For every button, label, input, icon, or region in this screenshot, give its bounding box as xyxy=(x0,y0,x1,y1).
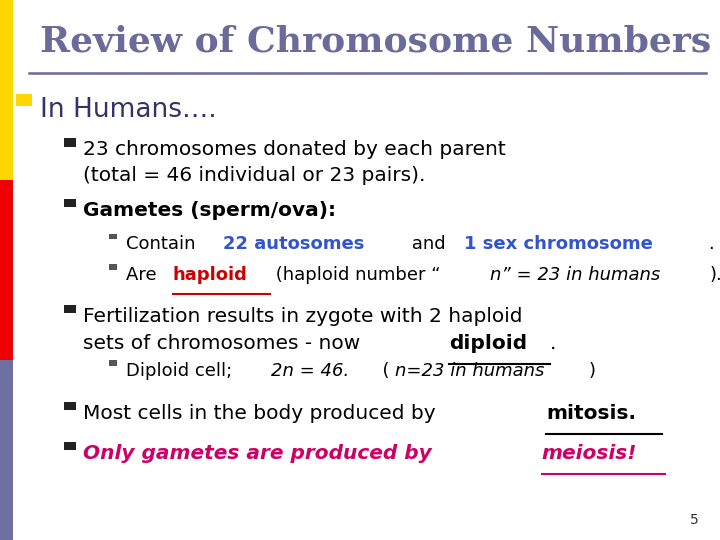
Bar xyxy=(0,360,13,540)
Text: 22 autosomes: 22 autosomes xyxy=(223,235,364,253)
Text: n=23 in humans: n=23 in humans xyxy=(395,362,545,380)
Text: Only gametes are produced by: Only gametes are produced by xyxy=(83,444,438,463)
Text: diploid: diploid xyxy=(449,334,527,353)
Text: haploid: haploid xyxy=(173,266,248,284)
Text: ): ) xyxy=(588,362,595,380)
Bar xyxy=(109,264,117,270)
Text: .: . xyxy=(708,235,714,253)
Text: and: and xyxy=(405,235,451,253)
Bar xyxy=(0,0,13,180)
Text: 5: 5 xyxy=(690,512,698,526)
Text: Review of Chromosome Numbers: Review of Chromosome Numbers xyxy=(40,24,711,58)
Text: 2n = 46.: 2n = 46. xyxy=(271,362,348,380)
Bar xyxy=(109,233,117,240)
Text: Are: Are xyxy=(126,266,163,284)
Text: Gametes (sperm/ova):: Gametes (sperm/ova): xyxy=(83,201,336,220)
Bar xyxy=(16,94,32,106)
Text: In Humans….: In Humans…. xyxy=(40,97,216,123)
Bar xyxy=(109,361,117,366)
Text: Most cells in the body produced by: Most cells in the body produced by xyxy=(83,404,442,423)
Text: mitosis.: mitosis. xyxy=(546,404,636,423)
Text: (haploid number “: (haploid number “ xyxy=(269,266,440,284)
Text: ).: ). xyxy=(709,266,720,284)
Bar xyxy=(0,180,13,360)
Text: Contain: Contain xyxy=(126,235,202,253)
Text: Fertilization results in zygote with 2 haploid: Fertilization results in zygote with 2 h… xyxy=(83,307,522,326)
Bar xyxy=(64,442,76,450)
Text: n” = 23 in humans: n” = 23 in humans xyxy=(490,266,660,284)
Text: .: . xyxy=(549,334,556,353)
Bar xyxy=(64,305,76,313)
Text: 23 chromosomes donated by each parent
(total = 46 individual or 23 pairs).: 23 chromosomes donated by each parent (t… xyxy=(83,140,505,185)
Text: 1 sex chromosome: 1 sex chromosome xyxy=(464,235,653,253)
Bar xyxy=(64,138,76,147)
Text: Diploid cell;: Diploid cell; xyxy=(126,362,238,380)
Bar xyxy=(64,199,76,207)
Text: sets of chromosomes - now: sets of chromosomes - now xyxy=(83,334,366,353)
Text: (: ( xyxy=(372,362,390,380)
Bar xyxy=(64,402,76,410)
Text: meiosis!: meiosis! xyxy=(542,444,637,463)
